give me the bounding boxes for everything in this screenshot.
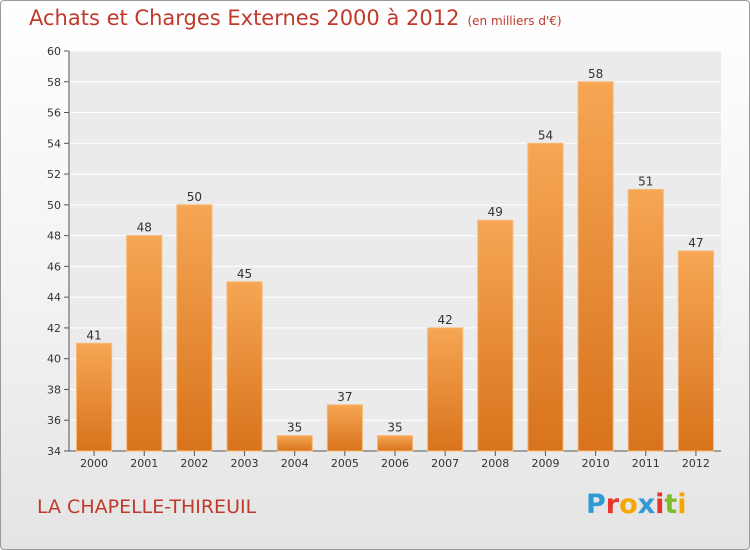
data-label: 48 [137, 221, 152, 235]
chart-unit-label: (en milliers d'€) [467, 14, 562, 28]
logo-letter: i [655, 489, 665, 520]
data-label: 51 [638, 174, 653, 188]
logo-letter: i [677, 489, 687, 520]
y-tick-label: 46 [47, 260, 61, 273]
x-tick-label: 2005 [331, 457, 359, 470]
chart-title: Achats et Charges Externes 2000 à 2012 (e… [29, 6, 562, 30]
x-tick-label: 2003 [231, 457, 259, 470]
y-tick-label: 56 [47, 107, 61, 120]
x-tick-label: 2008 [481, 457, 509, 470]
bar [527, 142, 564, 452]
data-label: 47 [688, 236, 703, 250]
y-tick-label: 40 [47, 353, 61, 366]
x-tick-label: 2010 [582, 457, 610, 470]
data-label: 42 [438, 313, 453, 327]
y-tick-label: 52 [47, 168, 61, 181]
y-tick-label: 48 [47, 230, 61, 243]
x-tick-label: 2002 [180, 457, 208, 470]
logo-letter: t [664, 489, 678, 520]
data-label: 35 [287, 421, 302, 435]
logo-letter: x [637, 489, 656, 520]
logo-letter: r [605, 489, 620, 520]
x-tick-label: 2012 [682, 457, 710, 470]
y-tick-label: 54 [47, 137, 61, 150]
bar [677, 250, 714, 452]
x-tick-label: 2009 [531, 457, 559, 470]
data-label: 41 [86, 328, 101, 342]
data-label: 35 [387, 421, 402, 435]
bar [326, 404, 363, 452]
data-label: 50 [187, 190, 202, 204]
logo-letter: P [586, 489, 606, 520]
x-tick-label: 2007 [431, 457, 459, 470]
y-tick-label: 60 [47, 45, 61, 58]
bar [477, 219, 514, 452]
data-label: 37 [337, 390, 352, 404]
bar [126, 235, 163, 452]
x-tick-label: 2011 [632, 457, 660, 470]
y-tick-label: 34 [47, 445, 61, 458]
bar [76, 342, 113, 452]
data-label: 58 [588, 67, 603, 81]
plot-area [69, 51, 721, 451]
bar [376, 435, 414, 452]
bar [226, 281, 263, 452]
logo-letter: o [619, 489, 638, 520]
bar [176, 204, 213, 452]
commune-name: LA CHAPELLE-THIREUIL [37, 496, 257, 518]
bar [276, 435, 313, 452]
bar [627, 188, 664, 452]
bar [577, 81, 614, 452]
y-tick-label: 50 [47, 199, 61, 212]
y-tick-label: 36 [47, 414, 61, 427]
x-tick-label: 2000 [80, 457, 108, 470]
y-tick-label: 38 [47, 383, 61, 396]
data-label: 45 [237, 267, 252, 281]
data-label: 54 [538, 128, 553, 142]
x-tick-label: 2001 [130, 457, 158, 470]
chart-title-text: Achats et Charges Externes 2000 à 2012 [29, 6, 460, 30]
data-label: 49 [488, 205, 503, 219]
x-tick-label: 2004 [281, 457, 309, 470]
proxiti-logo: Proxiti [586, 489, 687, 520]
y-tick-label: 58 [47, 76, 61, 89]
y-tick-label: 44 [47, 291, 61, 304]
x-tick-label: 2006 [381, 457, 409, 470]
bar [427, 327, 464, 452]
y-tick-label: 42 [47, 322, 61, 335]
